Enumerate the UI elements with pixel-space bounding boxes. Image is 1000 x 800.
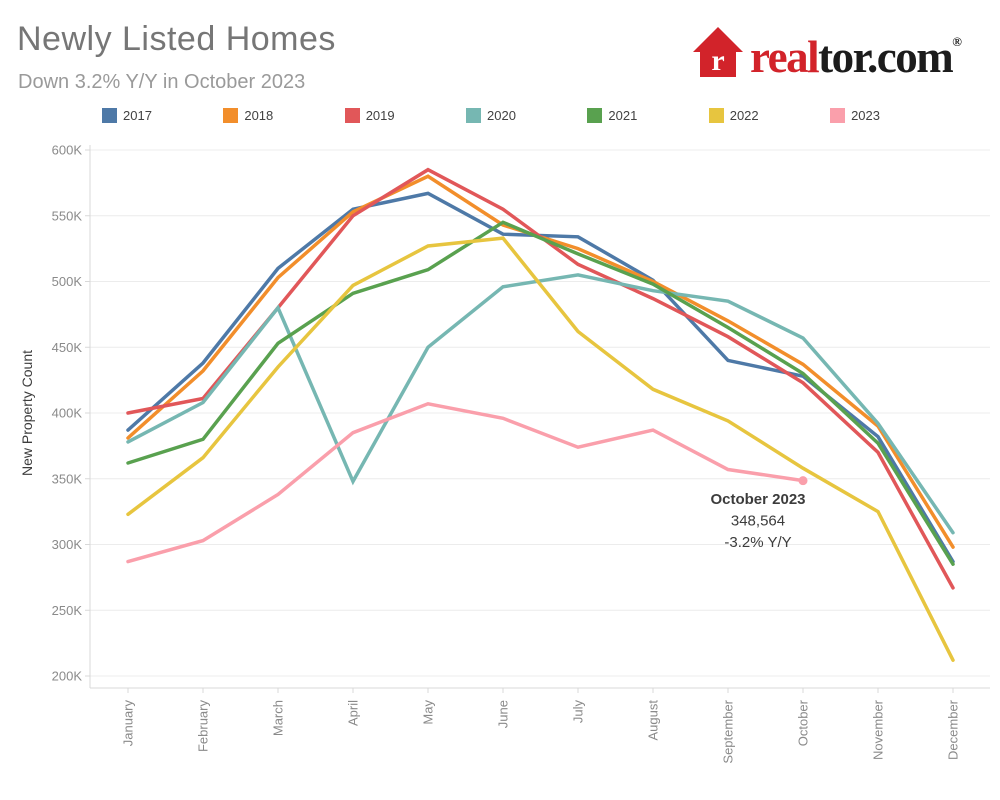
x-tick-label-March: March — [271, 700, 286, 736]
x-tick-label-December: December — [946, 699, 961, 760]
legend-item-2020[interactable]: 2020 — [466, 108, 516, 123]
x-tick-label-June: June — [496, 700, 511, 728]
x-tick-label-September: September — [721, 699, 736, 763]
legend-item-2018[interactable]: 2018 — [223, 108, 273, 123]
annotation-line-2: 348,564 — [731, 513, 785, 530]
x-tick-label-July: July — [571, 700, 586, 724]
realtor-logo: r realtor.com® — [693, 27, 964, 82]
legend-swatch-2020 — [466, 108, 482, 123]
annotation-line-1: October 2023 — [710, 491, 805, 508]
legend-swatch-2017 — [102, 108, 117, 123]
page-subtitle: Down 3.2% Y/Y in October 2023 — [18, 71, 306, 93]
house-icon: r — [693, 27, 743, 77]
x-tick-label-April: April — [346, 700, 361, 726]
legend-swatch-2019 — [344, 108, 360, 123]
legend-label-2017: 2017 — [123, 108, 152, 123]
logo-wordmark: realtor.com® — [750, 32, 962, 82]
legend-swatch-2021 — [587, 108, 603, 123]
y-tick-label-500K: 500K — [52, 274, 83, 289]
series-line-2020[interactable] — [126, 273, 955, 535]
series-line-2018[interactable] — [126, 174, 955, 549]
page-title: Newly Listed Homes — [17, 20, 336, 58]
legend-item-2017[interactable]: 2017 — [102, 108, 152, 123]
x-tick-label-February: February — [196, 700, 211, 753]
y-axis-title: New Property Count — [19, 350, 35, 476]
y-tick-label-300K: 300K — [52, 537, 83, 552]
y-tick-label-550K: 550K — [52, 208, 83, 223]
october-2023-marker[interactable] — [798, 476, 808, 486]
legend-swatch-2018 — [223, 108, 239, 123]
legend-label-2023: 2023 — [851, 108, 880, 123]
legend-label-2020: 2020 — [487, 108, 516, 123]
x-tick-label-November: November — [871, 699, 886, 760]
legend-swatch-2022 — [708, 108, 724, 123]
y-tick-label-600K: 600K — [52, 143, 83, 158]
y-tick-label-400K: 400K — [52, 406, 83, 421]
x-tick-label-May: May — [421, 700, 436, 725]
legend-label-2021: 2021 — [608, 108, 638, 123]
series-line-2021[interactable] — [126, 220, 955, 566]
svg-text:r: r — [711, 44, 724, 77]
series-line-2022[interactable] — [126, 236, 955, 662]
series-line-2023[interactable] — [126, 401, 805, 564]
legend-item-2023[interactable]: 2023 — [830, 108, 880, 123]
legend-item-2021[interactable]: 2021 — [587, 108, 637, 123]
y-tick-label-450K: 450K — [52, 340, 83, 355]
legend-label-2022: 2022 — [729, 108, 759, 123]
x-tick-label-January: January — [121, 700, 136, 747]
x-tick-label-August: August — [646, 700, 661, 741]
legend-label-2018: 2018 — [244, 108, 274, 123]
legend-swatch-2023 — [830, 108, 846, 123]
legend-item-2019[interactable]: 2019 — [344, 108, 395, 123]
y-tick-label-200K: 200K — [52, 669, 83, 684]
legend-label-2019: 2019 — [365, 108, 395, 123]
y-tick-label-250K: 250K — [52, 603, 83, 618]
chart-legend: 2017 2018 2019 2020 2021 2022 2023 — [102, 108, 880, 123]
annotation-line-3: -3.2% Y/Y — [724, 534, 791, 551]
x-tick-label-October: October — [796, 699, 811, 746]
y-tick-label-350K: 350K — [52, 471, 83, 486]
legend-item-2022[interactable]: 2022 — [708, 108, 759, 123]
